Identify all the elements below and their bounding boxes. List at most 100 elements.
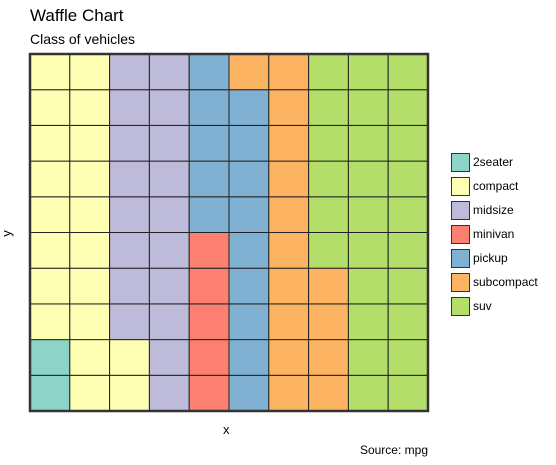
waffle-cell-compact [29, 196, 71, 234]
waffle-cell-midsize [148, 303, 190, 341]
waffle-cell-compact [69, 160, 111, 198]
waffle-cell-compact [69, 374, 111, 412]
waffle-cell-pickup [228, 89, 270, 126]
legend-label: compact [473, 179, 519, 193]
waffle-cell-suv [347, 53, 389, 91]
waffle-cell-suv [347, 232, 389, 269]
waffle-cell-compact [69, 232, 111, 269]
waffle-cell-compact [109, 339, 150, 376]
waffle-cells [29, 53, 429, 412]
waffle-cell-pickup [228, 160, 270, 198]
waffle-cell-pickup [228, 196, 270, 234]
waffle-cell-compact [69, 53, 111, 91]
waffle-cell-pickup [188, 196, 230, 234]
waffle-cell-compact [29, 89, 71, 126]
waffle-cell-subcompact [268, 374, 310, 412]
waffle-cell-subcompact [308, 267, 349, 305]
waffle-cell-suv [347, 196, 389, 234]
legend-swatch [451, 201, 470, 220]
legend-label: subcompact [473, 275, 538, 289]
waffle-cell-minivan [188, 232, 230, 269]
legend-swatch [451, 249, 470, 268]
waffle-cell-compact [109, 374, 150, 412]
waffle-cell-pickup [188, 160, 230, 198]
legend-label: 2seater [473, 155, 514, 169]
waffle-cell-suv [347, 303, 389, 341]
legend-label: pickup [473, 251, 508, 265]
waffle-cell-subcompact [268, 303, 310, 341]
chart-title: Waffle Chart [30, 6, 124, 25]
waffle-cell-midsize [148, 89, 190, 126]
waffle-cell-suv [387, 53, 429, 91]
waffle-cell-compact [29, 267, 71, 305]
waffle-cell-suv [387, 303, 429, 341]
waffle-cell-compact [69, 267, 111, 305]
waffle-cell-suv [347, 160, 389, 198]
waffle-cell-pickup [188, 53, 230, 91]
waffle-cell-subcompact [308, 374, 349, 412]
waffle-cell-compact [29, 53, 71, 91]
waffle-cell-suv [308, 89, 349, 126]
waffle-cell-suv [308, 160, 349, 198]
waffle-cell-suv [347, 339, 389, 376]
waffle-cell-2seater [29, 339, 71, 376]
waffle-cell-compact [69, 303, 111, 341]
waffle-cell-compact [29, 160, 71, 198]
waffle-cell-subcompact [228, 53, 270, 91]
plot-border [28, 52, 430, 413]
waffle-cell-2seater [29, 374, 71, 412]
waffle-cell-pickup [228, 303, 270, 341]
waffle-cell-minivan [188, 374, 230, 412]
waffle-cell-suv [308, 124, 349, 162]
waffle-cell-suv [347, 124, 389, 162]
waffle-cell-subcompact [268, 196, 310, 234]
waffle-cell-subcompact [268, 160, 310, 198]
waffle-cell-midsize [148, 374, 190, 412]
waffle-cell-compact [69, 89, 111, 126]
waffle-cell-compact [69, 339, 111, 376]
waffle-cell-midsize [109, 160, 150, 198]
waffle-cell-suv [387, 160, 429, 198]
legend-swatch [451, 153, 470, 172]
waffle-cell-suv [387, 374, 429, 412]
waffle-cell-midsize [148, 267, 190, 305]
waffle-cell-suv [347, 89, 389, 126]
waffle-cell-subcompact [308, 303, 349, 341]
waffle-cell-midsize [148, 339, 190, 376]
waffle-cell-suv [308, 196, 349, 234]
waffle-cell-minivan [188, 303, 230, 341]
waffle-cell-midsize [109, 232, 150, 269]
waffle-cell-suv [387, 339, 429, 376]
waffle-cell-suv [387, 124, 429, 162]
waffle-cell-pickup [228, 374, 270, 412]
waffle-cell-suv [387, 196, 429, 234]
waffle-cell-midsize [109, 303, 150, 341]
legend-swatch [451, 225, 470, 244]
waffle-cell-suv [387, 232, 429, 269]
waffle-cell-compact [69, 196, 111, 234]
waffle-cell-subcompact [268, 89, 310, 126]
waffle-cell-subcompact [268, 339, 310, 376]
waffle-cell-midsize [148, 196, 190, 234]
waffle-cell-subcompact [268, 267, 310, 305]
waffle-cell-compact [29, 232, 71, 269]
waffle-cell-suv [308, 232, 349, 269]
legend-label: suv [473, 299, 492, 313]
waffle-cell-suv [347, 267, 389, 305]
caption: Source: mpg [359, 443, 428, 457]
waffle-cell-midsize [109, 53, 150, 91]
waffle-cell-midsize [109, 267, 150, 305]
legend-swatch [451, 297, 470, 316]
waffle-cell-suv [387, 89, 429, 126]
y-axis-label: y [0, 230, 14, 237]
legend-label: midsize [473, 203, 514, 217]
waffle-cell-suv [387, 267, 429, 305]
waffle-cell-midsize [148, 232, 190, 269]
waffle-cell-midsize [148, 53, 190, 91]
chart-subtitle: Class of vehicles [30, 31, 136, 47]
waffle-cell-midsize [109, 124, 150, 162]
waffle-cell-compact [29, 303, 71, 341]
waffle-cell-pickup [228, 232, 270, 269]
waffle-cell-midsize [109, 89, 150, 126]
